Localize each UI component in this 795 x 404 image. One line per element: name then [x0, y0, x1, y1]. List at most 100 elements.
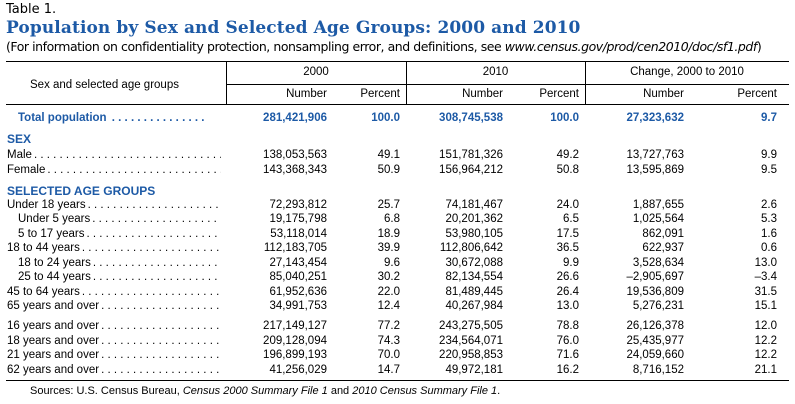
- cell-percent-2010: 26.4: [556, 286, 579, 298]
- cell-number-2000: 112,183,705: [263, 242, 327, 254]
- cell-number-2010: 30,672,088: [445, 257, 503, 269]
- col-divider-2: [406, 61, 407, 104]
- row-label: 16 years and over. . . . . . . . . . . .…: [7, 320, 221, 332]
- row-label: Female. . . . . . . . . . . . . . . . . …: [7, 164, 221, 176]
- cell-number-2010: 20,201,362: [445, 213, 503, 225]
- cell-number-2010: 156,964,212: [439, 164, 503, 176]
- cell-number-2000: 72,293,812: [269, 199, 327, 211]
- cell-percent-2010: 26.6: [556, 271, 579, 283]
- table-top-rule: [6, 61, 789, 62]
- table-label: Table 1.: [6, 2, 57, 17]
- cell-percent-2000: 100.0: [371, 112, 400, 124]
- cell-number-2010: 74,181,467: [445, 199, 503, 211]
- row-label: Under 5 years. . . . . . . . . . . . . .…: [18, 213, 221, 225]
- cell-number-change: 26,126,378: [626, 320, 684, 332]
- table-row: 62 years and over. . . . . . . . . . . .…: [0, 364, 795, 377]
- col-divider-1: [226, 61, 227, 104]
- cell-percent-change: 0.6: [761, 242, 777, 254]
- cell-percent-2000: 6.8: [384, 213, 400, 225]
- cell-percent-2010: 50.8: [556, 164, 579, 176]
- row-label: Male. . . . . . . . . . . . . . . . . . …: [7, 149, 221, 161]
- cell-number-2000: 138,053,563: [263, 149, 327, 161]
- source-suffix: .: [497, 385, 501, 397]
- cell-number-2000: 53,118,014: [270, 228, 327, 240]
- table-row: Under 5 years. . . . . . . . . . . . . .…: [0, 213, 795, 226]
- cell-percent-2010: 78.8: [556, 320, 579, 332]
- header-2010: 2010: [482, 66, 509, 78]
- cell-number-2010: 308,745,538: [439, 112, 503, 124]
- cell-number-2010: 49,972,181: [445, 364, 503, 376]
- cell-percent-change: 9.7: [761, 112, 777, 124]
- cell-number-2000: 41,256,029: [269, 364, 327, 376]
- cell-number-2000: 281,421,906: [263, 112, 327, 124]
- cell-number-change: 24,059,660: [626, 349, 684, 361]
- subheader-rule: [226, 84, 789, 85]
- subtitle-suffix: ): [756, 39, 762, 54]
- table-row: 18 to 24 years. . . . . . . . . . . . . …: [0, 257, 795, 270]
- cell-number-2000: 19,175,798: [269, 213, 327, 225]
- cell-number-change: 5,276,231: [632, 300, 684, 312]
- cell-number-change: 25,435,977: [626, 335, 684, 347]
- cell-percent-2010: 71.6: [556, 349, 579, 361]
- cell-number-change: 1,025,564: [632, 213, 684, 225]
- cell-number-2010: 82,134,554: [445, 271, 503, 283]
- table-row: 45 to 64 years. . . . . . . . . . . . . …: [0, 286, 795, 299]
- cell-percent-change: 15.1: [754, 300, 777, 312]
- cell-number-2010: 112,806,642: [439, 242, 503, 254]
- cell-number-2000: 85,040,251: [269, 271, 327, 283]
- cell-percent-2000: 22.0: [377, 286, 400, 298]
- header-number-2010: Number: [462, 88, 503, 100]
- cell-percent-2000: 12.4: [377, 300, 400, 312]
- cell-percent-change: 12.2: [754, 349, 777, 361]
- cell-number-2010: 53,980,105: [445, 228, 503, 240]
- table-row: Male. . . . . . . . . . . . . . . . . . …: [0, 149, 795, 162]
- table-row: 65 years and over. . . . . . . . . . . .…: [0, 300, 795, 313]
- table-row: Under 18 years. . . . . . . . . . . . . …: [0, 199, 795, 212]
- cell-percent-2010: 36.5: [556, 242, 579, 254]
- cell-number-2000: 34,991,753: [269, 300, 327, 312]
- cell-number-change: 3,528,634: [632, 257, 684, 269]
- cell-percent-2010: 17.5: [556, 228, 579, 240]
- cell-percent-change: 13.0: [754, 257, 777, 269]
- subtitle-url: www.census.gov/prod/cen2010/doc/sf1.pdf: [504, 39, 757, 54]
- cell-number-change: 19,536,809: [626, 286, 684, 298]
- table-row: 25 to 44 years. . . . . . . . . . . . . …: [0, 271, 795, 284]
- table-row: 16 years and over. . . . . . . . . . . .…: [0, 320, 795, 333]
- cell-number-change: –2,905,697: [626, 271, 684, 283]
- cell-percent-change: 12.2: [754, 335, 777, 347]
- table-row: Female. . . . . . . . . . . . . . . . . …: [0, 164, 795, 177]
- header-change: Change, 2000 to 2010: [630, 66, 744, 78]
- cell-percent-change: 5.3: [761, 213, 777, 225]
- source-prefix: Sources: U.S. Census Bureau,: [30, 385, 183, 397]
- header-number-change: Number: [643, 88, 684, 100]
- row-label: 18 years and over. . . . . . . . . . . .…: [7, 335, 221, 347]
- cell-percent-2010: 100.0: [550, 112, 579, 124]
- cell-percent-2010: 13.0: [556, 300, 579, 312]
- row-label: 62 years and over. . . . . . . . . . . .…: [7, 364, 221, 376]
- table-row: 5 to 17 years. . . . . . . . . . . . . .…: [0, 228, 795, 241]
- cell-number-2000: 217,149,127: [263, 320, 327, 332]
- cell-percent-change: 9.9: [761, 149, 777, 161]
- cell-number-2010: 151,781,326: [439, 149, 503, 161]
- cell-percent-2010: 9.9: [563, 257, 579, 269]
- cell-number-change: 13,727,763: [626, 149, 684, 161]
- cell-number-2000: 209,128,094: [263, 335, 327, 347]
- cell-percent-change: 12.0: [754, 320, 777, 332]
- row-label: Under 18 years. . . . . . . . . . . . . …: [7, 199, 221, 211]
- section-age-groups: SELECTED AGE GROUPS: [7, 184, 156, 198]
- source-italic-1: Census 2000 Summary File 1: [182, 385, 328, 397]
- cell-number-2010: 40,267,984: [445, 300, 503, 312]
- cell-number-2000: 196,899,193: [263, 349, 327, 361]
- row-label: 25 to 44 years. . . . . . . . . . . . . …: [18, 271, 221, 283]
- source-italic-2: 2010 Census Summary File 1: [352, 385, 498, 397]
- cell-percent-change: 2.6: [761, 199, 777, 211]
- row-label: 5 to 17 years. . . . . . . . . . . . . .…: [18, 228, 221, 240]
- table-row: 21 years and over. . . . . . . . . . . .…: [0, 349, 795, 362]
- row-label: 18 to 44 years. . . . . . . . . . . . . …: [7, 242, 221, 254]
- cell-number-2000: 27,143,454: [269, 257, 327, 269]
- table-bottom-rule: [6, 380, 789, 381]
- cell-percent-2000: 14.7: [377, 364, 400, 376]
- cell-percent-2010: 16.2: [556, 364, 579, 376]
- cell-percent-change: 21.1: [754, 364, 777, 376]
- row-label: 18 to 24 years. . . . . . . . . . . . . …: [18, 257, 221, 269]
